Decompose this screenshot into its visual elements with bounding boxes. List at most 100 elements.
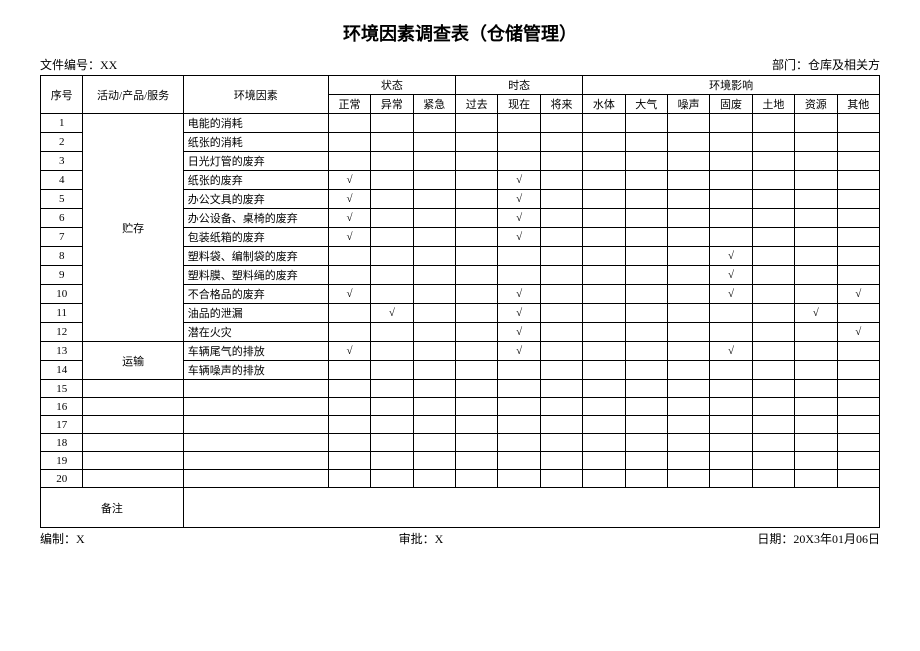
cell-mark xyxy=(371,342,413,361)
cell-mark xyxy=(498,114,540,133)
cell-mark xyxy=(540,152,582,171)
cell-mark xyxy=(456,266,498,285)
cell-mark xyxy=(752,323,794,342)
cell-seq: 6 xyxy=(41,209,83,228)
cell-mark xyxy=(625,133,667,152)
cell-mark xyxy=(498,398,540,416)
cell-factor: 不合格品的废弃 xyxy=(183,285,328,304)
cell-mark xyxy=(795,380,837,398)
cell-mark xyxy=(371,228,413,247)
cell-mark xyxy=(413,416,455,434)
cell-mark xyxy=(371,171,413,190)
cell-mark xyxy=(328,323,370,342)
cell-mark: √ xyxy=(795,304,837,323)
cell-factor: 包装纸箱的废弃 xyxy=(183,228,328,247)
cell-mark xyxy=(795,228,837,247)
cell-mark xyxy=(328,434,370,452)
cell-seq: 9 xyxy=(41,266,83,285)
cell-mark xyxy=(540,266,582,285)
cell-factor xyxy=(183,380,328,398)
cell-mark xyxy=(625,247,667,266)
cell-mark xyxy=(371,434,413,452)
cell-mark: √ xyxy=(328,209,370,228)
cell-mark xyxy=(583,434,625,452)
table-row: 17 xyxy=(41,416,880,434)
cell-factor: 车辆噪声的排放 xyxy=(183,361,328,380)
cell-mark xyxy=(371,452,413,470)
cell-mark xyxy=(795,209,837,228)
th-resource: 资源 xyxy=(795,95,837,114)
cell-mark xyxy=(540,470,582,488)
cell-mark xyxy=(752,190,794,209)
cell-mark xyxy=(667,398,709,416)
cell-mark xyxy=(625,114,667,133)
cell-mark xyxy=(625,152,667,171)
cell-mark xyxy=(667,416,709,434)
cell-mark xyxy=(371,398,413,416)
cell-mark xyxy=(413,133,455,152)
cell-mark xyxy=(328,361,370,380)
cell-mark xyxy=(328,247,370,266)
cell-mark: √ xyxy=(328,190,370,209)
cell-mark xyxy=(583,470,625,488)
cell-mark xyxy=(583,323,625,342)
remark-content xyxy=(183,488,879,528)
cell-mark xyxy=(710,398,752,416)
cell-seq: 12 xyxy=(41,323,83,342)
cell-mark xyxy=(625,285,667,304)
cell-mark xyxy=(583,416,625,434)
cell-mark xyxy=(752,434,794,452)
cell-mark xyxy=(752,171,794,190)
cell-mark xyxy=(413,304,455,323)
cell-mark xyxy=(583,247,625,266)
cell-mark xyxy=(456,171,498,190)
table-row: 15 xyxy=(41,380,880,398)
cell-mark xyxy=(837,171,879,190)
date: 日期：20X3年01月06日 xyxy=(757,530,880,547)
cell-mark xyxy=(752,152,794,171)
cell-mark: √ xyxy=(328,171,370,190)
table-row: 13运输车辆尾气的排放√√√ xyxy=(41,342,880,361)
cell-mark xyxy=(837,114,879,133)
cell-mark xyxy=(625,266,667,285)
cell-mark xyxy=(837,361,879,380)
cell-mark xyxy=(625,452,667,470)
cell-mark xyxy=(625,398,667,416)
header-row: 文件编号：XX 部门：仓库及相关方 xyxy=(40,56,880,73)
cell-mark xyxy=(583,114,625,133)
cell-mark xyxy=(413,380,455,398)
cell-mark xyxy=(710,209,752,228)
cell-mark xyxy=(413,190,455,209)
cell-activity xyxy=(83,470,183,488)
cell-mark xyxy=(710,190,752,209)
table-body: 1贮存电能的消耗2纸张的消耗3日光灯管的废弃4纸张的废弃√√5办公文具的废弃√√… xyxy=(41,114,880,488)
cell-mark xyxy=(540,114,582,133)
date-value: 20X3年01月06日 xyxy=(793,532,880,546)
cell-factor: 塑料袋、编制袋的废弃 xyxy=(183,247,328,266)
cell-mark xyxy=(413,266,455,285)
cell-mark xyxy=(456,361,498,380)
date-label: 日期： xyxy=(757,532,793,546)
cell-seq: 10 xyxy=(41,285,83,304)
cell-mark xyxy=(456,190,498,209)
cell-activity xyxy=(83,434,183,452)
cell-mark xyxy=(583,266,625,285)
file-no: 文件编号：XX xyxy=(40,56,117,73)
cell-factor xyxy=(183,452,328,470)
cell-mark xyxy=(752,416,794,434)
th-abnormal: 异常 xyxy=(371,95,413,114)
cell-mark xyxy=(498,361,540,380)
th-seq: 序号 xyxy=(41,76,83,114)
cell-mark xyxy=(710,133,752,152)
table-row: 19 xyxy=(41,452,880,470)
cell-mark xyxy=(710,152,752,171)
cell-mark xyxy=(625,361,667,380)
table-head: 序号 活动/产品/服务 环境因素 状态 时态 环境影响 正常 异常 紧急 过去 … xyxy=(41,76,880,114)
cell-mark xyxy=(456,133,498,152)
cell-mark xyxy=(498,133,540,152)
page-title: 环境因素调查表（仓储管理） xyxy=(40,20,880,46)
cell-mark xyxy=(371,209,413,228)
table-row: 20 xyxy=(41,470,880,488)
cell-mark: √ xyxy=(498,190,540,209)
cell-seq: 19 xyxy=(41,452,83,470)
